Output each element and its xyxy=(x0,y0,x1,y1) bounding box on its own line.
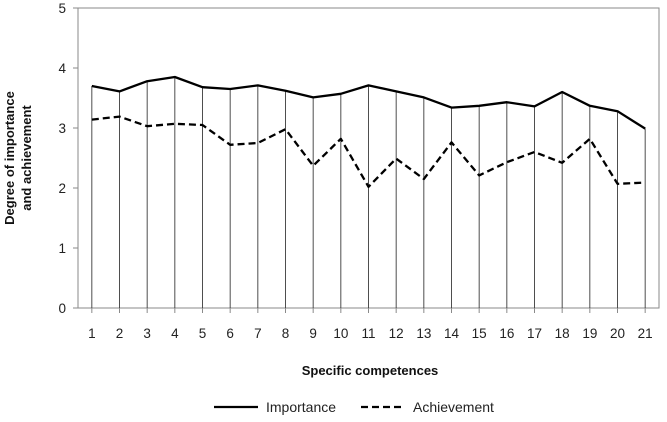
y-tick-label: 1 xyxy=(58,241,66,256)
y-axis-ticks: 0 1 2 3 4 5 xyxy=(58,1,78,316)
x-tick-label: 9 xyxy=(309,326,317,341)
y-tick-label: 5 xyxy=(58,1,66,16)
x-tick-label: 7 xyxy=(254,326,262,341)
x-axis-ticks: 1 2 3 4 5 6 7 8 9 10 11 12 13 14 15 16 17 18 19 20 21 xyxy=(88,308,653,341)
x-tick-label: 3 xyxy=(143,326,151,341)
series-layer xyxy=(91,75,646,188)
x-tick-label: 18 xyxy=(555,326,570,341)
x-tick-label: 11 xyxy=(361,326,375,341)
x-tick-label: 4 xyxy=(171,326,179,341)
x-tick-label: 21 xyxy=(638,326,653,341)
y-axis-title: Degree of importance and achievement xyxy=(2,91,34,225)
series-line-importance xyxy=(91,75,646,130)
x-tick-label: 2 xyxy=(116,326,124,341)
y-tick-label: 3 xyxy=(58,121,66,136)
x-tick-label: 17 xyxy=(527,326,542,341)
x-tick-label: 19 xyxy=(582,326,597,341)
y-tick-label: 2 xyxy=(58,181,66,196)
legend: Importance Achievement xyxy=(214,399,494,415)
series-line-achievement xyxy=(91,115,646,188)
y-axis-title-line: and achievement xyxy=(19,105,34,211)
x-tick-label: 14 xyxy=(444,326,460,341)
x-tick-label: 5 xyxy=(199,326,207,341)
drop-lines xyxy=(91,77,646,308)
x-tick-label: 10 xyxy=(333,326,348,341)
x-tick-label: 12 xyxy=(389,326,404,341)
legend-label-achievement: Achievement xyxy=(413,399,494,415)
x-tick-label: 13 xyxy=(416,326,431,341)
y-axis-title-line: Degree of importance xyxy=(2,91,17,225)
x-tick-label: 15 xyxy=(472,326,487,341)
x-tick-label: 16 xyxy=(499,326,514,341)
x-tick-label: 6 xyxy=(226,326,234,341)
y-tick-label: 4 xyxy=(58,61,66,76)
y-tick-label: 0 xyxy=(58,301,66,316)
x-tick-label: 20 xyxy=(610,326,625,341)
x-axis-title: Specific competences xyxy=(302,363,439,378)
x-tick-label: 8 xyxy=(282,326,290,341)
legend-label-importance: Importance xyxy=(266,399,336,415)
x-tick-label: 1 xyxy=(88,326,96,341)
